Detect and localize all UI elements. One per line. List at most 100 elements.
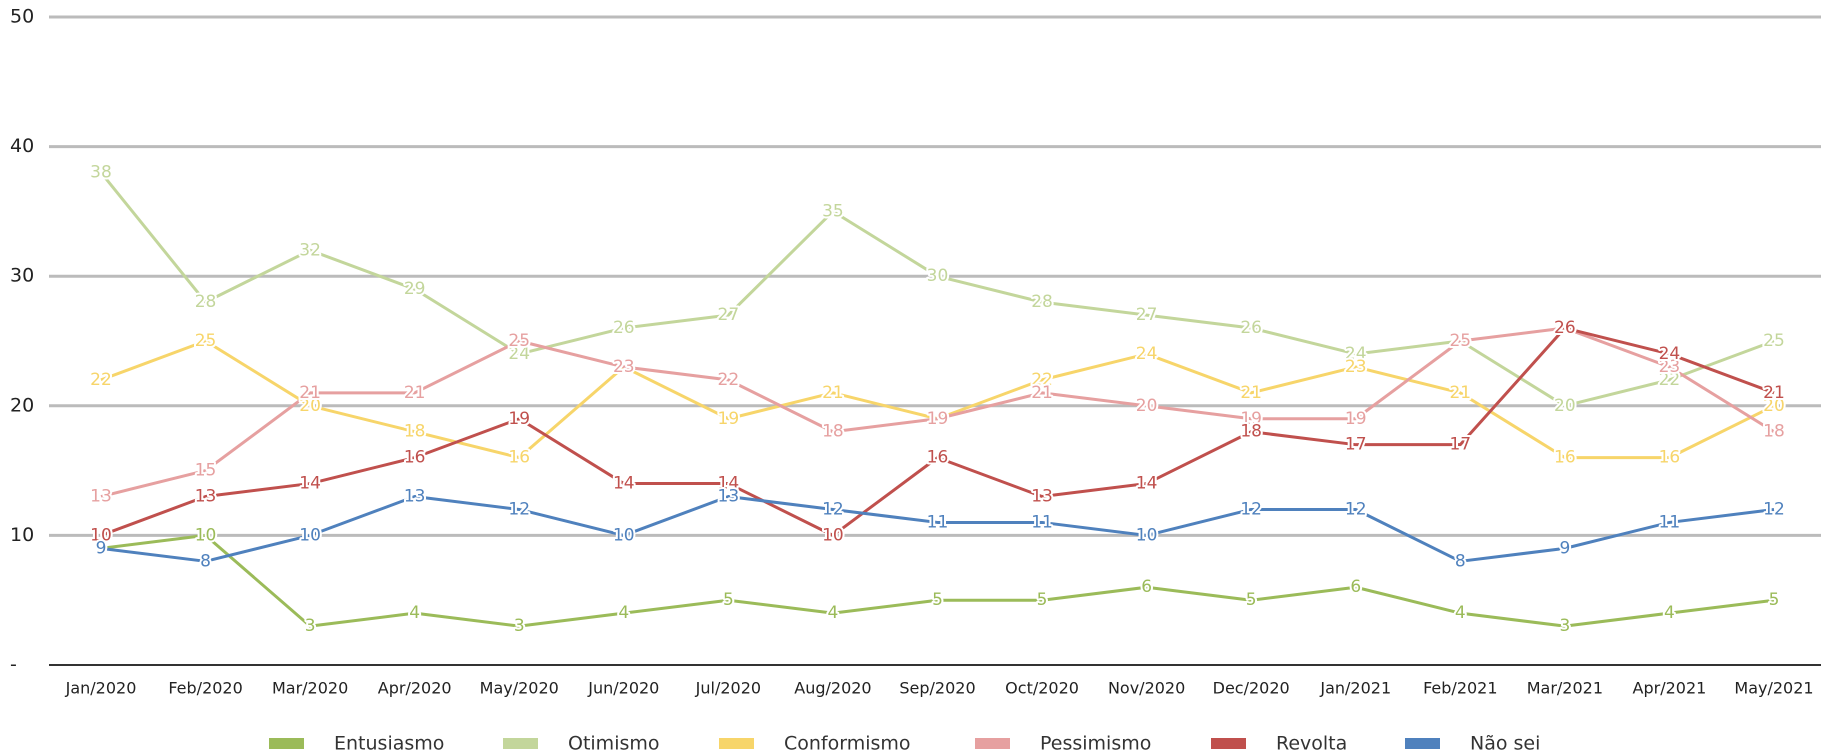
- data-label: 25: [1763, 331, 1785, 351]
- data-label: 24: [508, 344, 530, 364]
- x-tick-label: Jan/2020: [65, 679, 137, 698]
- line: [100, 495, 1775, 563]
- x-tick-label: Mar/2020: [272, 679, 348, 698]
- data-label: 13: [404, 487, 426, 507]
- data-label: 6: [1141, 577, 1152, 597]
- legend-swatch: [269, 738, 304, 749]
- data-label: 30: [927, 266, 949, 286]
- data-label: 24: [1136, 344, 1158, 364]
- line: [100, 533, 1775, 628]
- data-label: 19: [508, 409, 530, 429]
- line: [99, 171, 1775, 408]
- y-tick-label: -: [10, 654, 17, 676]
- data-label: 8: [200, 551, 211, 571]
- x-tick-label: Feb/2021: [1423, 679, 1497, 698]
- legend-swatch: [1211, 738, 1246, 749]
- data-label: 4: [618, 603, 629, 623]
- data-label: 5: [1769, 590, 1780, 610]
- data-label: 21: [1240, 383, 1262, 403]
- data-label: 26: [1240, 318, 1262, 338]
- legend-swatch: [719, 738, 754, 749]
- y-tick-label: 10: [10, 524, 34, 546]
- data-label: 28: [195, 292, 217, 312]
- data-label: 21: [404, 383, 426, 403]
- y-tick-label: 50: [10, 6, 34, 28]
- data-label: 3: [305, 616, 316, 636]
- data-label: 23: [1345, 357, 1367, 377]
- data-label: 22: [1031, 370, 1053, 390]
- data-label: 17: [1345, 435, 1367, 455]
- data-label: 24: [1659, 344, 1681, 364]
- data-label: 17: [1449, 435, 1471, 455]
- data-label: 4: [1664, 603, 1675, 623]
- x-tick-label: Jun/2020: [587, 679, 659, 698]
- data-label: 4: [1455, 603, 1466, 623]
- legend-label: Conformismo: [784, 733, 911, 755]
- data-label: 25: [1449, 331, 1471, 351]
- data-label: 12: [1763, 499, 1785, 519]
- line: [100, 326, 1775, 537]
- data-label: 12: [822, 499, 844, 519]
- data-label: 8: [1455, 551, 1466, 571]
- data-label: 10: [822, 525, 844, 545]
- data-label: 16: [404, 448, 426, 468]
- data-label: 11: [1659, 512, 1681, 532]
- data-label: 32: [299, 240, 321, 260]
- data-label: 4: [828, 603, 839, 623]
- data-label: 25: [508, 331, 530, 351]
- x-tick-label: Jan/2021: [1319, 679, 1391, 698]
- data-label: 18: [404, 422, 426, 442]
- data-label: 5: [723, 590, 734, 610]
- data-label: 26: [1554, 318, 1576, 338]
- lines: [99, 171, 1775, 628]
- x-tick-label: Sep/2020: [899, 679, 975, 698]
- data-label: 11: [1031, 512, 1053, 532]
- data-label: 5: [1037, 590, 1048, 610]
- data-label: 14: [299, 474, 321, 494]
- data-label: 20: [1136, 396, 1158, 416]
- y-tick-label: 30: [10, 265, 34, 287]
- data-label: 21: [822, 383, 844, 403]
- y-tick-label: 20: [10, 394, 34, 416]
- data-label: 9: [96, 538, 107, 558]
- legend-swatch: [975, 738, 1010, 749]
- legend-label: Otimismo: [568, 733, 660, 755]
- data-label: 10: [195, 525, 217, 545]
- data-label: 25: [1449, 331, 1471, 351]
- data-label: 6: [1350, 577, 1361, 597]
- data-label: 16: [1659, 448, 1681, 468]
- legend-swatch: [503, 738, 538, 749]
- legend-label: Revolta: [1276, 733, 1347, 755]
- x-tick-label: Dec/2020: [1213, 679, 1290, 698]
- data-label: 19: [1240, 409, 1262, 429]
- data-label: 29: [404, 279, 426, 299]
- data-label: 18: [1763, 422, 1785, 442]
- data-label: 22: [90, 370, 112, 390]
- data-label: 10: [613, 525, 635, 545]
- legend-label: Entusiasmo: [334, 733, 444, 755]
- line: [100, 339, 1775, 460]
- x-tick-label: Apr/2020: [378, 679, 452, 698]
- data-label: 20: [1763, 396, 1785, 416]
- data-label: 23: [613, 357, 635, 377]
- data-label: 26: [1554, 318, 1576, 338]
- data-label: 14: [718, 474, 740, 494]
- data-label: 21: [1763, 383, 1785, 403]
- data-label: 22: [1659, 370, 1681, 390]
- data-label: 27: [718, 305, 740, 325]
- data-label: 14: [613, 474, 635, 494]
- data-label: 10: [90, 525, 112, 545]
- legend-label: Pessimismo: [1040, 733, 1151, 755]
- data-label: 24: [1345, 344, 1367, 364]
- data-label: 26: [613, 318, 635, 338]
- data-label: 15: [195, 461, 217, 481]
- data-label: 13: [90, 487, 112, 507]
- data-label: 12: [1240, 499, 1262, 519]
- data-label: 20: [299, 396, 321, 416]
- data-label: 16: [927, 448, 949, 468]
- data-label: 18: [1240, 422, 1262, 442]
- data-label: 19: [1345, 409, 1367, 429]
- data-label: 18: [822, 422, 844, 442]
- data-label: 13: [195, 487, 217, 507]
